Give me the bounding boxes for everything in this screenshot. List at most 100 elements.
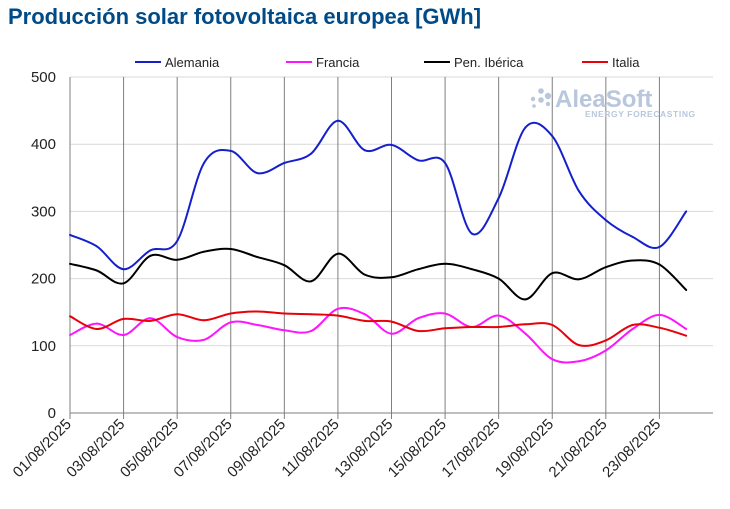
data-point-francia xyxy=(229,321,232,324)
data-point-italia xyxy=(524,323,527,326)
data-point-pen-iberica xyxy=(497,277,500,280)
data-point-pen-iberica xyxy=(363,273,366,276)
data-point-alemania xyxy=(497,196,500,199)
data-point-francia xyxy=(631,328,634,330)
data-point-italia xyxy=(551,323,554,326)
series-lines xyxy=(69,119,688,364)
series-line-pen-iberica xyxy=(69,247,687,301)
y-tick-label: 200 xyxy=(31,271,56,288)
data-point-pen-iberica xyxy=(417,268,420,271)
data-point-francia xyxy=(122,334,125,337)
data-point-italia xyxy=(256,310,259,313)
data-point-francia xyxy=(551,358,554,361)
data-point-italia xyxy=(497,325,500,328)
data-point-pen-iberica xyxy=(685,289,688,292)
logo-tagline: ENERGY FORECASTING xyxy=(585,109,696,119)
data-point-francia xyxy=(685,328,688,330)
data-point-francia xyxy=(390,332,393,335)
legend-label-pen-iberica: Pen. Ibérica xyxy=(454,55,524,70)
data-point-italia xyxy=(310,313,313,316)
data-point-alemania xyxy=(229,149,232,152)
data-point-francia xyxy=(578,360,581,363)
data-point-francia xyxy=(256,323,259,326)
legend-label-italia: Italia xyxy=(612,55,640,70)
data-point-francia xyxy=(417,317,420,320)
data-point-francia xyxy=(95,322,98,325)
data-point-alemania xyxy=(283,162,286,165)
data-point-italia xyxy=(229,312,232,315)
axes: 010020030040050001/08/202503/08/202505/0… xyxy=(10,69,713,481)
grid-lines xyxy=(70,76,713,413)
data-point-francia xyxy=(524,332,527,335)
data-point-francia xyxy=(310,330,313,333)
data-point-italia xyxy=(363,319,366,322)
data-point-alemania xyxy=(95,245,98,248)
data-point-alemania xyxy=(310,152,313,155)
data-point-francia xyxy=(363,313,366,316)
data-point-pen-iberica xyxy=(524,298,527,301)
data-point-alemania xyxy=(524,126,527,129)
data-point-italia xyxy=(95,328,98,330)
data-point-alemania xyxy=(604,219,607,222)
data-point-italia xyxy=(578,344,581,347)
data-point-italia xyxy=(470,325,473,328)
data-point-italia xyxy=(658,326,661,329)
data-point-pen-iberica xyxy=(69,262,71,265)
data-point-italia xyxy=(444,327,447,330)
data-point-alemania xyxy=(631,235,634,238)
data-point-italia xyxy=(685,334,688,337)
data-point-alemania xyxy=(685,210,688,213)
y-tick-label: 100 xyxy=(31,338,56,355)
data-point-pen-iberica xyxy=(310,280,313,283)
data-point-alemania xyxy=(578,190,581,193)
data-point-alemania xyxy=(122,268,125,271)
data-point-alemania xyxy=(444,162,447,165)
data-point-pen-iberica xyxy=(95,269,98,272)
x-tick-label: 09/08/2025 xyxy=(224,416,289,481)
data-point-alemania xyxy=(390,143,393,146)
data-point-italia xyxy=(417,330,420,333)
series-line-alemania xyxy=(69,119,688,271)
y-tick-label: 500 xyxy=(31,69,56,86)
data-point-pen-iberica xyxy=(631,259,634,262)
logo-dots-icon xyxy=(530,88,552,108)
data-point-alemania xyxy=(256,172,259,175)
data-point-francia xyxy=(604,349,607,352)
data-point-italia xyxy=(176,313,179,316)
data-point-francia xyxy=(658,313,661,316)
y-tick-label: 300 xyxy=(31,203,56,220)
y-tick-label: 400 xyxy=(31,136,56,153)
data-point-alemania xyxy=(69,233,71,236)
data-point-italia xyxy=(336,314,339,317)
data-point-alemania xyxy=(551,135,554,138)
data-point-italia xyxy=(604,339,607,342)
data-point-pen-iberica xyxy=(149,254,152,257)
data-point-pen-iberica xyxy=(229,248,232,251)
data-point-italia xyxy=(202,319,205,322)
data-point-pen-iberica xyxy=(551,272,554,275)
data-point-alemania xyxy=(363,149,366,152)
data-point-francia xyxy=(336,307,339,310)
y-tick-label: 0 xyxy=(48,405,56,422)
data-point-francia xyxy=(283,329,286,332)
data-point-pen-iberica xyxy=(176,258,179,261)
data-point-pen-iberica xyxy=(658,263,661,266)
data-point-francia xyxy=(176,336,179,339)
data-point-alemania xyxy=(658,246,661,249)
data-point-francia xyxy=(69,334,71,337)
data-point-italia xyxy=(631,323,634,326)
aleasoft-logo: AleaSoft ENERGY FORECASTING xyxy=(530,86,696,119)
data-point-pen-iberica xyxy=(283,264,286,267)
data-point-italia xyxy=(122,317,125,320)
data-point-italia xyxy=(149,319,152,322)
series-line-francia xyxy=(69,306,687,364)
legend-label-francia: Francia xyxy=(316,55,360,70)
data-point-alemania xyxy=(176,239,179,242)
data-point-alemania xyxy=(202,162,205,165)
data-point-alemania xyxy=(470,232,473,235)
data-point-alemania xyxy=(149,249,152,252)
data-point-francia xyxy=(444,312,447,315)
data-point-italia xyxy=(390,320,393,323)
data-point-pen-iberica xyxy=(578,278,581,281)
